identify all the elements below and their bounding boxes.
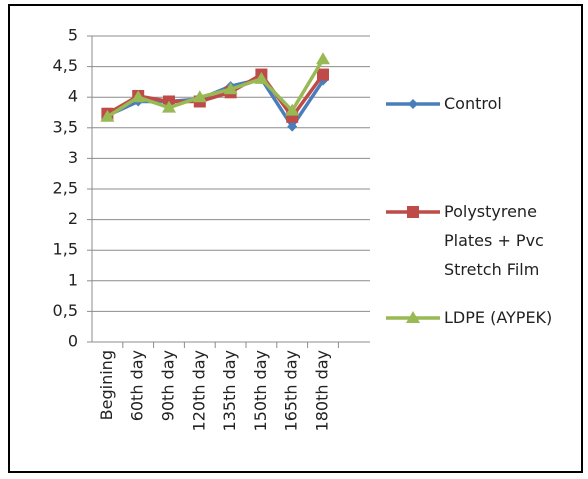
legend-label: LDPE (AYPEK) [444, 308, 553, 327]
marker [254, 71, 269, 84]
x-tick-label: Begining [97, 350, 116, 420]
y-tick-label: 2 [68, 209, 78, 228]
frame [8, 4, 583, 473]
marker [287, 121, 298, 132]
marker [285, 103, 300, 116]
marker [316, 52, 330, 65]
y-tick-label: 3 [68, 148, 78, 167]
marker [317, 68, 329, 81]
marker [100, 109, 115, 122]
y-tick-label: 1 [68, 270, 78, 289]
x-tick-label: 135th day [220, 350, 239, 431]
marker [408, 99, 418, 109]
y-tick-label: 0 [68, 332, 78, 351]
legend-label: Control [444, 94, 502, 113]
marker [223, 82, 238, 95]
marker [162, 100, 176, 113]
y-tick-label: 5 [68, 26, 78, 45]
x-tick-label: 150th day [251, 350, 270, 431]
marker [407, 206, 419, 218]
x-tick-label: 90th day [159, 350, 178, 421]
y-tick-label: 4 [68, 87, 78, 106]
marker [131, 90, 146, 103]
series-line [106, 58, 325, 119]
x-tick-label: 165th day [282, 350, 301, 431]
y-tick-label: 1,5 [53, 240, 78, 259]
y-tick-label: 2,5 [53, 179, 78, 198]
x-tick-label: 180th day [313, 350, 332, 431]
marker [406, 311, 420, 323]
x-tick-label: 60th day [128, 350, 147, 421]
y-tick-label: 4,5 [53, 56, 78, 75]
y-tick-label: 3,5 [53, 117, 78, 136]
marker [192, 90, 207, 103]
x-tick-label: 120th day [189, 350, 208, 431]
legend-label: Polystyrene Plates + Pvc Stretch Film [444, 202, 544, 279]
y-tick-label: 0,5 [53, 301, 78, 320]
